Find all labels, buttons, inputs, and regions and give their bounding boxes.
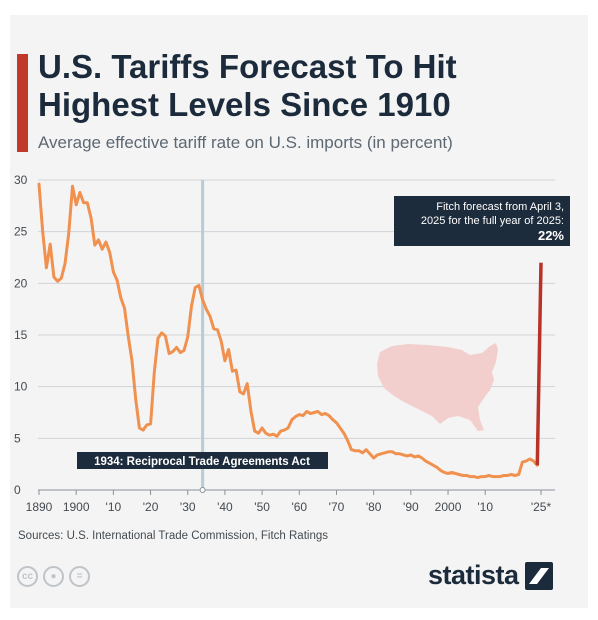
x-tick-label-1950: '50 xyxy=(254,500,270,514)
event-label: 1934: Reciprocal Trade Agreements Act xyxy=(94,456,310,468)
us-map-shape xyxy=(377,343,498,431)
y-tick-label-20: 20 xyxy=(14,276,28,290)
x-tick-label-1980: '80 xyxy=(366,500,382,514)
x-tick-label-1990: '90 xyxy=(403,500,419,514)
x-tick-label-1930: '30 xyxy=(180,500,196,514)
x-tick-label-2010: '10 xyxy=(477,500,493,514)
y-tick-label-0: 0 xyxy=(14,483,21,497)
equals-icon[interactable]: = xyxy=(69,566,90,587)
event-dot xyxy=(199,487,206,493)
us-map-icon xyxy=(377,343,498,431)
tariff-series-line xyxy=(37,182,539,480)
x-tick-label-1970: '70 xyxy=(329,500,345,514)
y-axis-ticks: 0 5 10 15 20 25 30 xyxy=(14,173,28,497)
x-axis-ticks: 1890 1900 '10 '20 '30 '40 '50 '60 '70 '80 '90 2000 '… xyxy=(26,490,552,514)
y-tick-label-30: 30 xyxy=(14,173,28,187)
x-tick-label-1910: '10 xyxy=(106,500,122,514)
y-tick-label-15: 15 xyxy=(14,328,28,342)
cc-icon[interactable]: cc xyxy=(17,566,38,587)
accent-bar xyxy=(17,54,28,152)
chart-subtitle: Average effective tariff rate on U.S. im… xyxy=(38,133,453,152)
annotations: 1934: Reciprocal Trade Agreements Act Fit… xyxy=(77,196,570,469)
x-tick-label-1920: '20 xyxy=(143,500,159,514)
x-tick-label-1890: 1890 xyxy=(26,500,53,514)
forecast-callout-box xyxy=(394,196,570,246)
x-tick-label-2000: 2000 xyxy=(435,500,462,514)
forecast-text-line-1: Fitch forecast from April 3, xyxy=(436,201,564,213)
statista-mark-icon xyxy=(524,561,553,590)
x-tick-label-1960: '60 xyxy=(291,500,307,514)
x-tick-label-2025: '25* xyxy=(531,500,552,514)
statista-logo[interactable]: statista xyxy=(428,560,553,591)
source-text: Sources: U.S. International Trade Commis… xyxy=(18,530,328,542)
forecast-series-line xyxy=(535,262,543,466)
forecast-text-line-2: 2025 for the full year of 2025: xyxy=(421,215,564,227)
y-tick-label-5: 5 xyxy=(14,431,21,445)
license-icons: cc ● = xyxy=(17,566,90,587)
person-icon[interactable]: ● xyxy=(43,566,64,587)
y-tick-label-25: 25 xyxy=(14,225,28,239)
x-tick-label-1940: '40 xyxy=(217,500,233,514)
series-lines xyxy=(37,182,543,480)
event-marker xyxy=(199,180,206,493)
x-tick-label-1900: 1900 xyxy=(63,500,90,514)
forecast-value-label: 22% xyxy=(538,228,564,243)
y-tick-label-10: 10 xyxy=(14,380,28,394)
brand-name: statista xyxy=(428,560,519,590)
chart-title: U.S. Tariffs Forecast To Hit Highest Lev… xyxy=(38,48,457,123)
event-label-box xyxy=(77,452,328,469)
infographic-card xyxy=(10,15,588,608)
